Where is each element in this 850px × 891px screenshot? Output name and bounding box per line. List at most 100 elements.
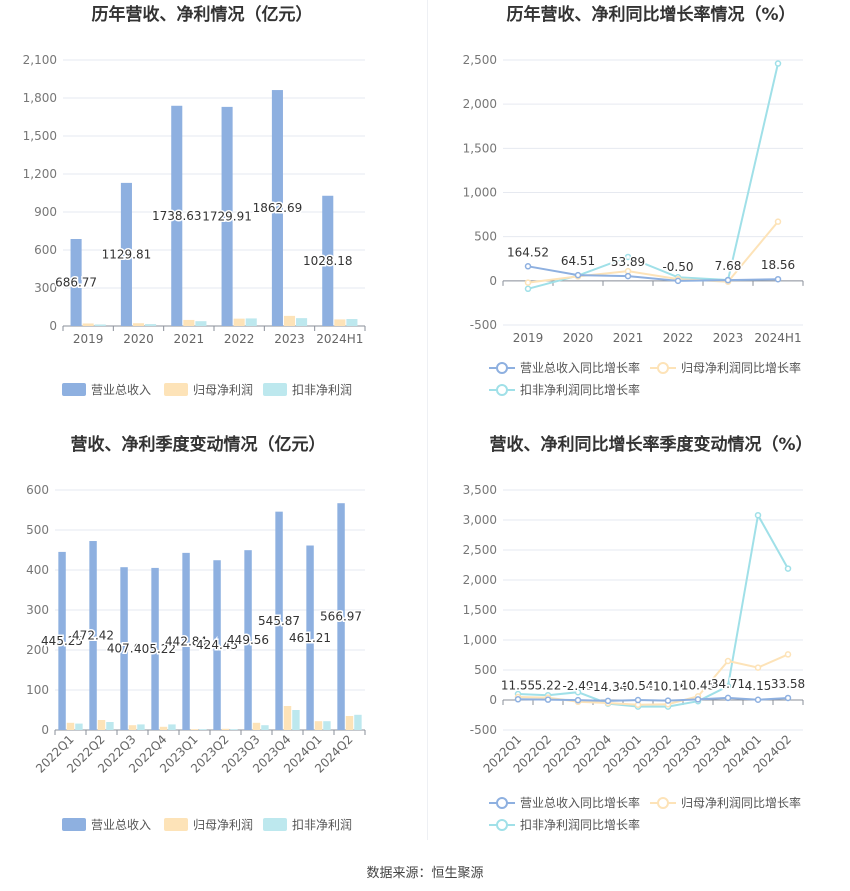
point-营业总收入同比增长率-2020 bbox=[574, 271, 582, 279]
chart-title: 营收、净利季度变动情况（亿元） bbox=[71, 434, 326, 455]
data-label: 64.51 bbox=[561, 254, 595, 268]
data-label: 472.42 bbox=[72, 629, 114, 643]
point-扣非净利润同比增长率-2024Q1 bbox=[754, 511, 762, 519]
point-营业总收入同比增长率-2024H1 bbox=[774, 275, 782, 283]
point-扣非净利润同比增长率-2024Q2 bbox=[784, 565, 792, 572]
bar-扣非净利润-2020 bbox=[145, 324, 157, 326]
data-label: 7.68 bbox=[715, 259, 742, 273]
point-营业总收入同比增长率-2022 bbox=[674, 277, 682, 285]
data-label: -0.54 bbox=[622, 679, 653, 693]
bar-归母净利润-2022Q4 bbox=[159, 726, 168, 730]
y-tick-label: 2,500 bbox=[463, 543, 497, 557]
chart-title: 历年营收、净利情况（亿元） bbox=[92, 4, 313, 25]
bar-扣非净利润-2023Q3 bbox=[261, 725, 269, 730]
y-tick-label: 500 bbox=[474, 663, 497, 677]
legend-swatch-营业总收入 bbox=[62, 383, 86, 396]
legend-swatch-归母净利润 bbox=[164, 383, 188, 396]
bar-营业总收入-2022Q1 bbox=[58, 551, 66, 730]
x-tick-label: 2024H1 bbox=[316, 332, 363, 346]
data-label: 18.56 bbox=[761, 258, 795, 272]
bar-归母净利润-2022 bbox=[233, 318, 245, 326]
line-营业总收入同比增长率 bbox=[517, 696, 789, 702]
legend-label: 归母净利润同比增长率 bbox=[681, 795, 801, 810]
y-tick-label: 0 bbox=[41, 723, 49, 737]
bar-扣非净利润-2023Q1 bbox=[199, 729, 207, 730]
point-营业总收入同比增长率-2019 bbox=[524, 263, 532, 270]
bar-归母净利润-2023Q3 bbox=[252, 722, 261, 730]
data-label: 424.43 bbox=[196, 638, 238, 652]
bar-营业总收入-2022Q4 bbox=[151, 567, 159, 730]
bar-营业总收入-2023Q1 bbox=[182, 552, 190, 730]
legend-swatch-营业总收入 bbox=[62, 818, 86, 831]
bar-归母净利润-2023Q1 bbox=[190, 729, 199, 730]
line-扣非净利润同比增长率 bbox=[517, 512, 789, 708]
annual-growth-rate-chart: 历年营收、净利同比增长率情况（%） -500 0 500 1,000 1,500 2,000… bbox=[425, 0, 850, 430]
data-label: 34.71 bbox=[711, 677, 745, 691]
quarterly-revenue-profit-svg: 营收、净利季度变动情况（亿元）01002003004005006002022Q1… bbox=[26, 434, 366, 832]
x-tick-label: 2021 bbox=[174, 332, 205, 346]
data-label: -2.49 bbox=[562, 679, 593, 693]
bar-归母净利润-2024Q1 bbox=[314, 721, 323, 730]
legend-swatch-归母净利润 bbox=[164, 818, 188, 831]
bar-扣非净利润-2022Q4 bbox=[168, 724, 176, 730]
bar-扣非净利润-2024Q2 bbox=[354, 714, 362, 730]
point-营业总收入同比增长率-2021 bbox=[624, 272, 632, 280]
legend-marker-营业总收入同比增长率 bbox=[496, 797, 508, 809]
bar-扣非净利润-2023Q2 bbox=[230, 729, 238, 730]
legend-label: 营业总收入同比增长率 bbox=[520, 360, 640, 375]
y-tick-label: 600 bbox=[26, 483, 49, 497]
point-营业总收入同比增长率-2023Q1 bbox=[634, 696, 642, 704]
line-归母净利润同比增长率 bbox=[527, 221, 779, 284]
bar-营业总收入-2023Q4 bbox=[275, 511, 283, 730]
data-label: 53.89 bbox=[611, 255, 645, 269]
y-tick-label: 500 bbox=[474, 230, 497, 244]
bar-扣非净利润-2023Q4 bbox=[292, 710, 300, 730]
bar-归母净利润-2023Q4 bbox=[283, 706, 292, 730]
data-label: 33.58 bbox=[771, 677, 805, 691]
bar-营业总收入-2024Q1 bbox=[306, 545, 314, 730]
annual-growth-rate-svg: 历年营收、净利同比增长率情况（%） -500 0 500 1,000 1,500 2,000… bbox=[463, 4, 804, 397]
point-归母净利润同比增长率-2023Q4 bbox=[724, 657, 732, 665]
bar-营业总收入-2020 bbox=[120, 182, 132, 326]
x-tick-label: 2019 bbox=[73, 332, 104, 346]
quarterly-revenue-profit-chart: 营收、净利季度变动情况（亿元） 0 100 200 300 400 500 600 2022Q1… bbox=[0, 430, 425, 860]
chart-title: 历年营收、净利同比增长率情况（%） bbox=[506, 4, 795, 25]
point-归母净利润同比增长率-2024Q1 bbox=[754, 664, 762, 671]
y-tick-label: 0 bbox=[489, 693, 497, 707]
point-扣非净利润同比增长率-2023Q4 bbox=[724, 682, 732, 690]
bar-营业总收入-2019 bbox=[70, 239, 82, 326]
data-label: 5.22 bbox=[535, 679, 562, 693]
data-label: 10.45 bbox=[681, 678, 715, 692]
bar-营业总收入-2022Q3 bbox=[120, 567, 128, 730]
bar-营业总收入-2022 bbox=[221, 106, 233, 326]
legend-label: 扣非净利润 bbox=[292, 818, 352, 832]
bar-归母净利润-2024Q2 bbox=[345, 716, 354, 730]
data-label: 445.25 bbox=[41, 634, 83, 648]
y-tick-label: 3,500 bbox=[463, 483, 497, 497]
y-tick-label: 200 bbox=[26, 643, 49, 657]
point-扣非净利润同比增长率-2024H1 bbox=[774, 60, 782, 67]
point-营业总收入同比增长率-2024Q2 bbox=[784, 694, 792, 702]
data-label: 1738.63 bbox=[152, 209, 202, 223]
bar-归母净利润-2024H1 bbox=[334, 319, 346, 326]
data-label: 1729.91 bbox=[202, 209, 252, 223]
legend-label: 扣非净利润同比增长率 bbox=[520, 817, 640, 832]
legend-marker-扣非净利润同比增长率 bbox=[496, 384, 508, 396]
y-tick-label: 600 bbox=[34, 243, 57, 257]
y-tick-label: 1,000 bbox=[463, 186, 497, 200]
y-tick-label: 2,000 bbox=[463, 573, 497, 587]
point-营业总收入同比增长率-2023Q3 bbox=[694, 696, 702, 703]
y-tick-label: 500 bbox=[26, 523, 49, 537]
bar-扣非净利润-2023 bbox=[296, 318, 308, 326]
point-营业总收入同比增长率-2022Q1 bbox=[514, 696, 522, 703]
legend-label: 扣非净利润同比增长率 bbox=[520, 382, 640, 397]
chart-title: 营收、净利同比增长率季度变动情况（%） bbox=[489, 434, 812, 455]
bar-归母净利润-2019 bbox=[82, 323, 94, 326]
point-营业总收入同比增长率-2024Q1 bbox=[754, 696, 762, 704]
x-tick-label: 2021 bbox=[613, 331, 644, 345]
legend-swatch-扣非净利润 bbox=[263, 383, 287, 396]
legend-marker-扣非净利润同比增长率 bbox=[496, 819, 508, 831]
y-tick-label: 1,000 bbox=[463, 633, 497, 647]
bar-归母净利润-2021 bbox=[183, 319, 195, 326]
legend-label: 营业总收入同比增长率 bbox=[520, 795, 640, 810]
